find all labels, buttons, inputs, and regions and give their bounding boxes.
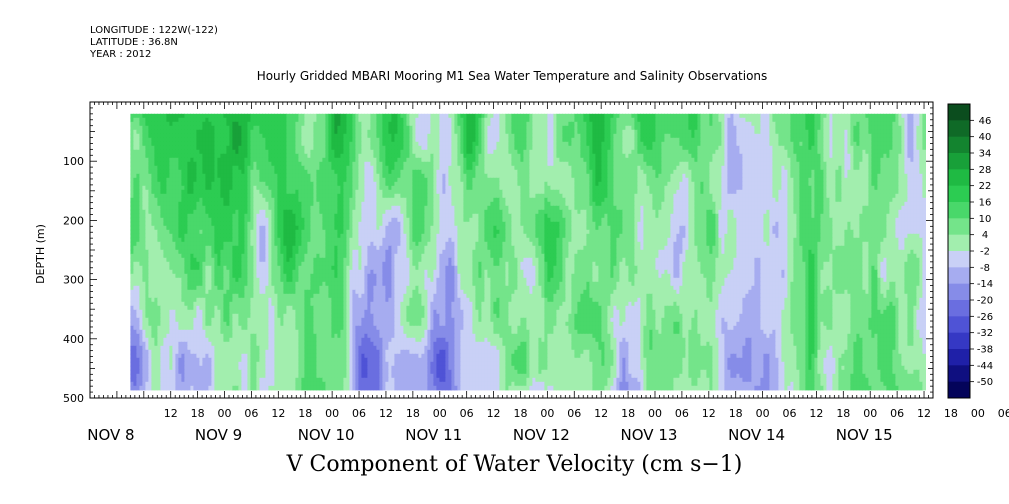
x-hour-tick-label: 12 [487,407,501,420]
colorbar-swatch [948,381,970,399]
colorbar-level-label: -44 [977,361,993,372]
colorbar-swatch [948,202,970,219]
colorbar-level-label: 4 [982,230,988,241]
colorbar-swatch [948,185,970,203]
x-day-label: NOV 13 [621,426,678,444]
colorbar-level-label: 40 [979,132,992,143]
x-axis-title: V Component of Water Velocity (cm s−1) [286,452,743,477]
year-label: YEAR : 2012 [90,49,152,60]
x-hour-tick-label: 00 [540,407,554,420]
y-tick-label: 100 [63,155,84,168]
colorbar-swatch [948,349,970,366]
plot-axes: 12 18 00 06 12 18 00 06 12 18 00 06 12 18 00 06 12 18 00 06… [34,101,1009,444]
x-hour-tick-label: 00 [218,407,232,420]
x-hour-tick-label: 12 [917,407,931,420]
colorbar-swatch [948,316,970,334]
colorbar-level-label: 28 [979,165,992,176]
colorbar-swatch [948,267,970,285]
x-day-label: NOV 15 [836,426,893,444]
colorbar-swatch [948,218,970,236]
x-hour-tick-label: 18 [729,407,743,420]
colorbar-level-label: -8 [980,263,990,274]
colorbar-swatch [948,120,970,138]
colorbar-level-label: -2 [980,247,990,258]
y-tick-label: 300 [63,274,84,287]
x-hour-tick-label: 06 [352,407,366,420]
x-hour-tick-label: 18 [621,407,635,420]
x-hour-tick-label: 12 [702,407,716,420]
latitude-label: LATITUDE : 36.8N [90,37,178,48]
x-hour-tick-label: 12 [594,407,608,420]
x-hour-tick-label: 18 [836,407,850,420]
colorbar: 46 40 34 28 22 16 10 4 -2 -8 -14 -20 -26 -32 -38 -44 -50 [947,103,993,399]
colorbar-swatch [948,153,970,170]
y-tick-label: 400 [63,333,84,346]
colorbar-level-label: 16 [979,198,992,209]
x-hour-tick-label: 06 [460,407,474,420]
x-hour-tick-label: 18 [406,407,420,420]
colorbar-swatch [948,136,970,154]
x-day-label: NOV 8 [87,426,134,444]
x-hour-tick-label: 18 [191,407,205,420]
colorbar-level-label: 22 [979,181,992,192]
x-day-label: NOV 10 [298,426,355,444]
x-hour-tick-label: 18 [944,407,958,420]
colorbar-level-label: 34 [979,149,992,160]
colorbar-level-label: -38 [977,345,993,356]
colorbar-level-label: -14 [977,279,993,290]
x-hour-tick-label: 06 [998,407,1009,420]
x-hour-tick-label: 12 [809,407,823,420]
colorbar-swatch [948,234,970,252]
heatmap-field [130,113,926,391]
x-hour-tick-label: 00 [325,407,339,420]
y-tick-label: 500 [63,392,84,405]
x-hour-tick-label: 00 [648,407,662,420]
colorbar-swatch [948,169,970,187]
colorbar-swatch [948,300,970,317]
x-hour-tick-label: 06 [890,407,904,420]
x-day-label: NOV 12 [513,426,570,444]
colorbar-level-label: -26 [977,312,993,323]
x-hour-tick-label: 06 [244,407,258,420]
x-day-label: NOV 14 [728,426,785,444]
colorbar-swatch [948,332,970,350]
y-tick-label: 200 [63,214,84,227]
x-hour-tick-label: 06 [675,407,689,420]
x-day-label: NOV 11 [405,426,462,444]
colorbar-level-label: -32 [977,328,993,339]
colorbar-level-label: 46 [979,116,992,127]
colorbar-swatch [948,251,970,268]
x-hour-tick-label: 12 [164,407,178,420]
x-hour-tick-label: 18 [513,407,527,420]
colorbar-level-label: -20 [977,296,993,307]
chart-title: Hourly Gridded MBARI Mooring M1 Sea Wate… [256,69,768,83]
colorbar-swatch [948,283,970,301]
x-hour-tick-label: 12 [271,407,285,420]
x-hour-tick-label: 18 [298,407,312,420]
x-hour-tick-label: 00 [433,407,447,420]
colorbar-swatch [948,365,970,383]
x-hour-tick-label: 06 [783,407,797,420]
colorbar-level-label: 10 [979,214,992,225]
x-hour-tick-label: 12 [379,407,393,420]
x-hour-tick-label: 00 [863,407,877,420]
x-hour-tick-label: 00 [756,407,770,420]
x-hour-tick-label: 00 [971,407,985,420]
x-day-label: NOV 9 [195,426,242,444]
longitude-label: LONGITUDE : 122W(-122) [90,25,218,36]
colorbar-swatch [948,104,970,121]
y-axis-title: DEPTH (m) [34,224,47,284]
x-hour-tick-label: 06 [567,407,581,420]
colorbar-level-label: -50 [977,377,993,388]
